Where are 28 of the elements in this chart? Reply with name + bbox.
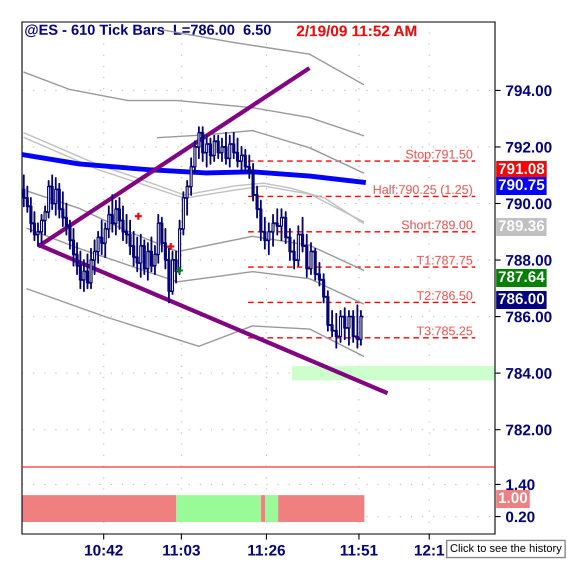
- y-tick-label: 790.00: [506, 198, 552, 210]
- y-tick-label: 788.00: [506, 254, 552, 266]
- y-tick-label: 794.00: [506, 85, 552, 96]
- text: 790.75: [498, 179, 544, 190]
- text: 789.36: [498, 220, 544, 232]
- x-tick-label: 11:03: [163, 544, 200, 556]
- text: 791.08: [498, 163, 544, 174]
- y-tick-label: 786.00: [506, 311, 552, 322]
- text: 1.00: [498, 492, 528, 504]
- ref-line-label: Stop:791.50: [406, 150, 472, 162]
- chart-subtitle: 2/19/09 11:52 AM: [296, 25, 416, 36]
- chart-title: @ES - 610 Tick Bars L=786.00 6.50: [25, 24, 271, 38]
- text: Click to see the history: [450, 544, 562, 554]
- x-tick-label: 10:42: [85, 544, 123, 556]
- ref-line-label: T3:785.25: [416, 326, 472, 336]
- ref-line-label: T1:787.75: [416, 256, 472, 265]
- x-tick-label: 12:1: [414, 544, 444, 556]
- x-tick-label: 11:26: [248, 544, 286, 556]
- x-tick-label: 11:51: [340, 544, 378, 556]
- ref-line-label: Short:789.00: [402, 220, 472, 230]
- y-tick-label: 792.00: [506, 142, 552, 153]
- y-tick-label: 784.00: [506, 368, 552, 379]
- y-tick-label: 782.00: [506, 424, 552, 436]
- ref-line-label: T2:786.50: [416, 291, 472, 300]
- text: 787.64: [498, 271, 545, 282]
- y-tick-label: 0.20: [506, 511, 535, 522]
- y-tick-label: 1.40: [506, 479, 535, 490]
- ref-line-label: Half:790.25 (1.25): [374, 184, 472, 196]
